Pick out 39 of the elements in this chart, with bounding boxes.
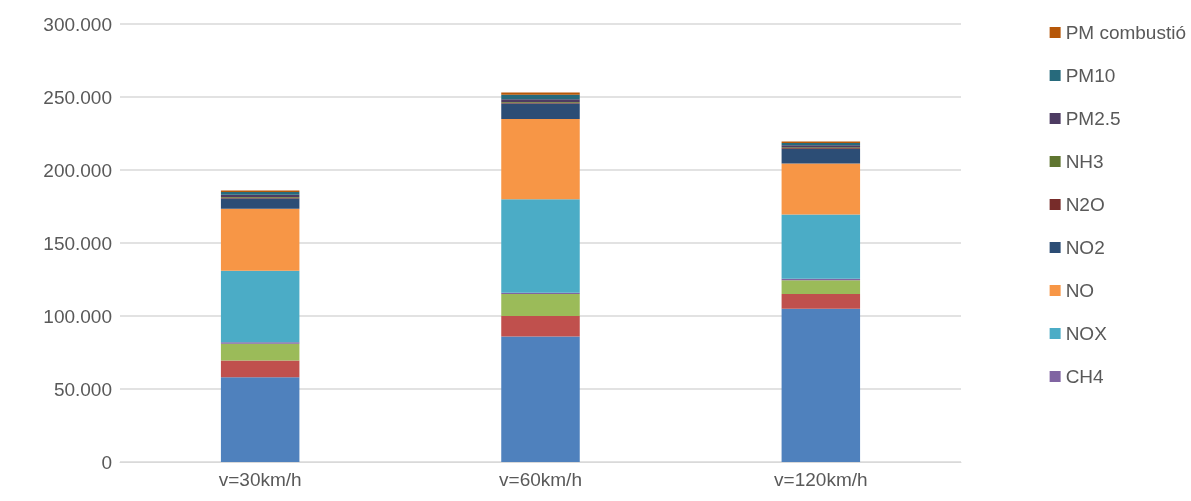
legend-label: NO [1065,280,1095,301]
bar [501,92,580,95]
bar [501,336,580,462]
bar [220,360,300,378]
y-tick-label: 300.000 [43,13,112,35]
bar [781,308,861,462]
y-tick-label: 200.000 [43,159,112,181]
bar [501,103,580,119]
y-tick-label: 150.000 [43,232,112,254]
legend-label: NO2 [1065,237,1105,258]
x-tick-label: v=120km/h [774,469,868,490]
bar [501,294,580,316]
bar [781,280,861,295]
bar [220,208,300,271]
bar [220,377,300,462]
y-tick-label: 250.000 [43,86,112,108]
y-tick-label: 50.000 [53,378,112,400]
bar [220,270,300,343]
bar [781,214,861,279]
x-tick-label: v=60km/h [499,469,582,490]
bar [501,199,580,293]
bar [501,94,580,100]
legend-label: PM2.5 [1065,108,1121,129]
legend-label: N2O [1065,194,1105,215]
y-tick-label: 100.000 [43,305,112,327]
bar [781,148,861,164]
bar [220,343,300,361]
legend-label: PM10 [1065,65,1116,86]
bar [501,118,580,200]
bar [781,294,861,309]
legend-label: NH3 [1065,151,1104,172]
legend-label: NOX [1065,323,1108,344]
x-tick-label: v=30km/h [218,469,302,490]
bar [501,316,580,337]
y-tick-label: 0 [101,451,112,473]
legend-label: PM combustió [1065,22,1186,43]
legend-label: CH4 [1065,366,1105,387]
bar [781,163,861,215]
bar [220,198,300,209]
